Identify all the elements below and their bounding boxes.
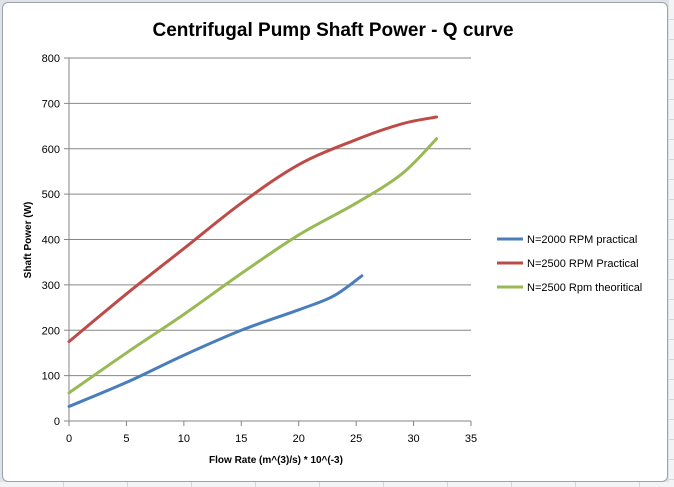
legend-label-2: N=2500 RPM Practical [527,258,639,270]
x-tick-labels: 0 5 10 15 20 25 30 35 [66,433,477,445]
spreadsheet-gridlines-bottom [0,482,674,487]
legend-label-3: N=2500 Rpm theoritical [527,282,642,294]
x-tick-label-30: 30 [407,433,419,445]
series-line-3 [67,137,439,395]
y-tick-label-600: 600 [42,144,60,156]
y-tick-label-300: 300 [42,280,60,292]
x-axis-title: Flow Rate (m^(3)/s) * 10^(-3) [209,455,343,466]
axes [64,57,472,426]
y-tick-label-700: 700 [42,98,60,110]
legend-label-1: N=2000 RPM practical [527,234,637,246]
legend: N=2000 RPM practical N=2500 RPM Practical… [497,234,642,294]
spreadsheet-gridlines-right [669,0,674,487]
y-tick-label-500: 500 [42,189,60,201]
y-tick-labels: 0 100 200 300 400 500 600 700 800 [42,53,60,428]
x-tick-label-15: 15 [235,433,247,445]
gridlines [69,57,471,377]
series-line-1 [67,274,364,408]
chart-area[interactable] [2,2,668,482]
x-tick-label-35: 35 [465,433,477,445]
series-lines [67,115,439,408]
y-tick-label-200: 200 [42,325,60,337]
y-tick-label-400: 400 [42,235,60,247]
x-tick-label-25: 25 [350,433,362,445]
y-tick-label-0: 0 [54,416,60,428]
x-tick-label-5: 5 [123,433,129,445]
y-tick-label-100: 100 [42,371,60,383]
x-tick-label-20: 20 [293,433,305,445]
series-line-2 [67,115,439,344]
chart-title: Centrifugal Pump Shaft Power - Q curve [152,20,513,41]
y-axis-title: Shaft Power (W) [23,202,34,279]
y-tick-label-800: 800 [42,53,60,65]
x-tick-label-0: 0 [66,433,72,445]
x-tick-label-10: 10 [178,433,190,445]
